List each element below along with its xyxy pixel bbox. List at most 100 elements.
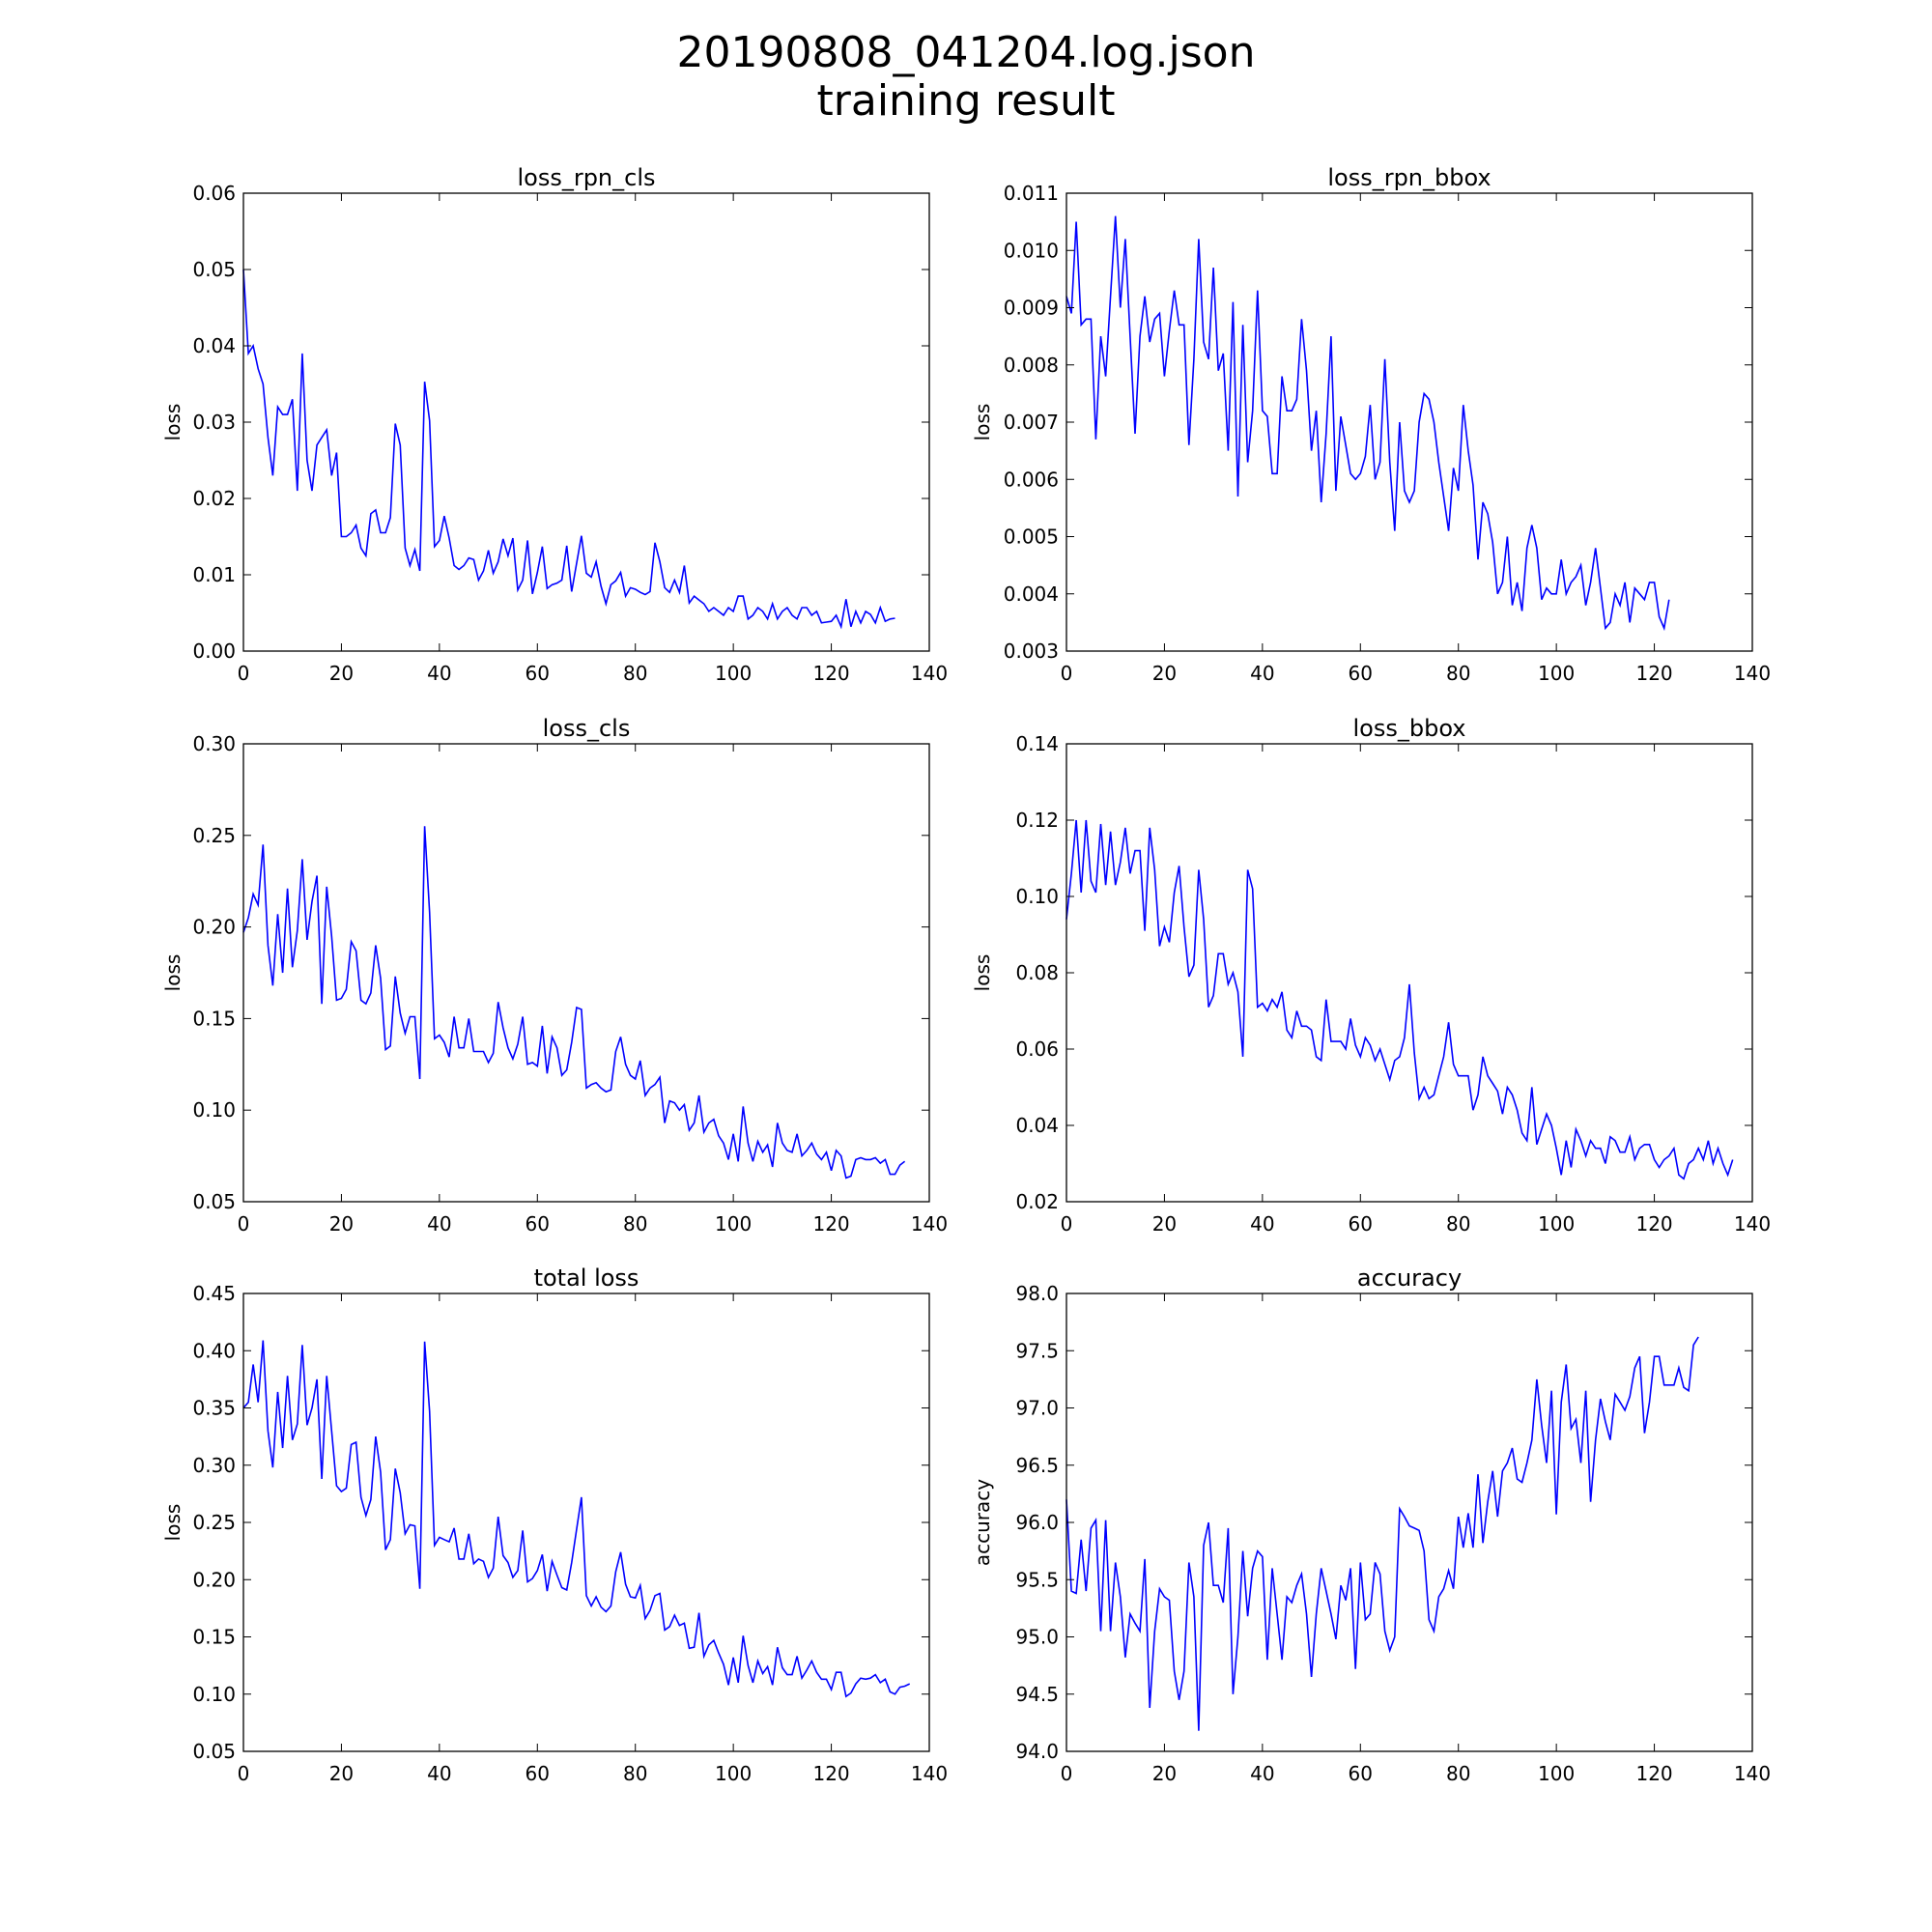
y-tick-label: 0.06 (1015, 1037, 1059, 1061)
y-tick-label: 0.30 (192, 732, 236, 755)
chart-title: loss_rpn_cls (517, 164, 655, 191)
y-tick-label: 0.25 (192, 1511, 236, 1534)
x-tick-label: 140 (1734, 662, 1771, 685)
x-tick-label: 120 (812, 1762, 849, 1785)
y-tick-label: 0.40 (192, 1339, 236, 1362)
x-tick-label: 80 (623, 1762, 647, 1785)
x-tick-label: 20 (1152, 1762, 1177, 1785)
x-tick-label: 120 (1635, 662, 1672, 685)
chart-2: 0 20 40 60 80 100 120 140 0.003 0.004 0.005 0.006 0.… (971, 164, 1771, 685)
y-tick-label: 0.05 (192, 258, 236, 281)
y-tick-label: 0.006 (1004, 468, 1059, 491)
figure-title-line-1: 20190808_041204.log.json (676, 28, 1256, 77)
y-tick-label: 97.5 (1015, 1339, 1059, 1362)
series-line (1065, 215, 1670, 632)
x-tick-label: 20 (329, 1212, 354, 1236)
x-tick-label: 120 (1635, 1762, 1672, 1785)
axes-frame (242, 743, 930, 1203)
x-tick-label: 0 (1061, 662, 1073, 685)
axes-frame (1065, 743, 1753, 1203)
x-tick-label: 60 (526, 1212, 550, 1236)
x-tick-label: 80 (623, 662, 647, 685)
y-tick-label: 94.5 (1015, 1683, 1059, 1706)
y-tick-label: 0.08 (1015, 961, 1059, 984)
y-axis-label: loss (161, 1504, 185, 1542)
x-tick-label: 60 (1349, 1212, 1373, 1236)
y-tick-label: 0.010 (1004, 239, 1059, 262)
chart-4: 0 20 40 60 80 100 120 140 0.02 0.04 0.06 0.08 0.10 0.… (971, 715, 1771, 1236)
y-tick-label: 0.005 (1004, 526, 1059, 549)
y-tick-label: 0.06 (192, 182, 236, 205)
x-tick-label: 100 (1538, 1212, 1575, 1236)
x-tick-label: 0 (1061, 1212, 1073, 1236)
y-tick-label: 0.12 (1015, 809, 1059, 832)
x-tick-label: 20 (1152, 662, 1177, 685)
x-tick-label: 140 (911, 1212, 948, 1236)
x-tick-label: 100 (715, 1212, 752, 1236)
y-tick-label: 95.0 (1015, 1626, 1059, 1649)
chart-3: 0 20 40 60 80 100 120 140 0.05 0.10 0.15 0.20 0.25 0.… (161, 715, 948, 1236)
y-tick-label: 0.20 (192, 916, 236, 939)
chart-title: loss_bbox (1353, 715, 1466, 742)
y-tick-label: 0.04 (1015, 1114, 1059, 1137)
y-tick-label: 0.15 (192, 1626, 236, 1649)
figure-title-line-2: training result (816, 76, 1116, 126)
y-tick-label: 0.45 (192, 1282, 236, 1305)
y-tick-label: 0.003 (1004, 639, 1059, 663)
y-tick-label: 0.25 (192, 824, 236, 847)
y-tick-label: 0.04 (192, 334, 236, 357)
series-line (242, 269, 895, 630)
x-tick-label: 80 (1446, 662, 1470, 685)
x-tick-label: 140 (911, 1762, 948, 1785)
y-axis-label: loss (971, 954, 994, 992)
y-axis-label: loss (161, 404, 185, 441)
x-tick-label: 40 (427, 1212, 451, 1236)
y-tick-label: 0.009 (1004, 297, 1059, 320)
x-tick-label: 80 (1446, 1212, 1470, 1236)
x-tick-label: 20 (329, 662, 354, 685)
series-line (242, 1340, 911, 1698)
x-tick-label: 20 (329, 1762, 354, 1785)
x-tick-label: 140 (911, 662, 948, 685)
axes-frame (242, 1293, 930, 1752)
x-tick-label: 80 (1446, 1762, 1470, 1785)
x-tick-label: 100 (715, 1762, 752, 1785)
x-tick-label: 60 (526, 662, 550, 685)
y-tick-label: 96.5 (1015, 1454, 1059, 1477)
y-axis-label: loss (971, 404, 994, 441)
x-tick-label: 40 (1250, 1212, 1274, 1236)
y-tick-label: 0.03 (192, 411, 236, 434)
x-tick-label: 40 (427, 1762, 451, 1785)
x-tick-label: 100 (715, 662, 752, 685)
x-tick-label: 40 (1250, 1762, 1274, 1785)
chart-5: 0 20 40 60 80 100 120 140 0.05 0.10 0.15 0.20 0.25 0.… (161, 1264, 948, 1785)
x-tick-label: 100 (1538, 662, 1575, 685)
y-tick-label: 0.05 (192, 1740, 236, 1763)
chart-6: 0 20 40 60 80 100 120 140 94.0 94.5 95.0 95.5 96.0 96… (971, 1264, 1771, 1785)
y-tick-label: 0.01 (192, 563, 236, 586)
y-tick-label: 0.02 (1015, 1190, 1059, 1213)
y-tick-label: 0.10 (1015, 885, 1059, 908)
x-tick-label: 60 (1349, 1762, 1373, 1785)
x-tick-label: 0 (238, 1762, 250, 1785)
figure-title: 20190808_041204.log.json training result (0, 29, 1932, 126)
x-tick-label: 0 (238, 1212, 250, 1236)
x-tick-label: 40 (1250, 662, 1274, 685)
axes-frame (1065, 1293, 1753, 1752)
chart-title: accuracy (1357, 1264, 1462, 1292)
x-tick-label: 40 (427, 662, 451, 685)
x-tick-label: 80 (623, 1212, 647, 1236)
y-tick-label: 0.15 (192, 1007, 236, 1030)
y-tick-label: 0.00 (192, 639, 236, 663)
y-axis-label: accuracy (971, 1479, 994, 1566)
y-tick-label: 0.10 (192, 1683, 236, 1706)
y-tick-label: 94.0 (1015, 1740, 1059, 1763)
y-tick-label: 95.5 (1015, 1568, 1059, 1591)
x-tick-label: 100 (1538, 1762, 1575, 1785)
x-tick-label: 20 (1152, 1212, 1177, 1236)
x-tick-label: 0 (1061, 1762, 1073, 1785)
y-tick-label: 0.20 (192, 1568, 236, 1591)
y-tick-label: 96.0 (1015, 1511, 1059, 1534)
x-tick-label: 0 (238, 662, 250, 685)
